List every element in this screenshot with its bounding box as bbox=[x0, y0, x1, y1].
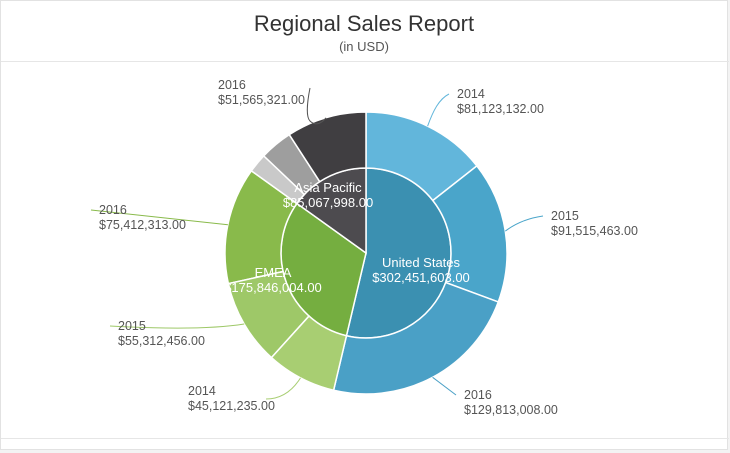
svg-text:$81,123,132.00: $81,123,132.00 bbox=[457, 102, 544, 116]
svg-text:2016: 2016 bbox=[464, 388, 492, 402]
svg-text:2015: 2015 bbox=[118, 319, 146, 333]
svg-text:$45,121,235.00: $45,121,235.00 bbox=[188, 399, 275, 413]
svg-text:2016: 2016 bbox=[218, 78, 246, 92]
svg-text:$51,565,321.00: $51,565,321.00 bbox=[218, 93, 305, 107]
svg-text:$55,312,456.00: $55,312,456.00 bbox=[118, 334, 205, 348]
svg-text:$91,515,463.00: $91,515,463.00 bbox=[551, 224, 638, 238]
svg-text:$75,412,313.00: $75,412,313.00 bbox=[99, 218, 186, 232]
svg-text:2014: 2014 bbox=[188, 384, 216, 398]
svg-text:$302,451,603.00: $302,451,603.00 bbox=[372, 270, 470, 285]
svg-text:2014: 2014 bbox=[457, 87, 485, 101]
svg-text:2016: 2016 bbox=[99, 203, 127, 217]
svg-text:2015: 2015 bbox=[551, 209, 579, 223]
svg-text:$175,846,004.00: $175,846,004.00 bbox=[224, 280, 322, 295]
svg-text:$129,813,008.00: $129,813,008.00 bbox=[464, 403, 558, 417]
svg-text:United States: United States bbox=[382, 255, 461, 270]
svg-text:Asia Pacific: Asia Pacific bbox=[294, 180, 362, 195]
svg-text:$85,067,998.00: $85,067,998.00 bbox=[283, 195, 373, 210]
svg-text:EMEA: EMEA bbox=[255, 265, 292, 280]
